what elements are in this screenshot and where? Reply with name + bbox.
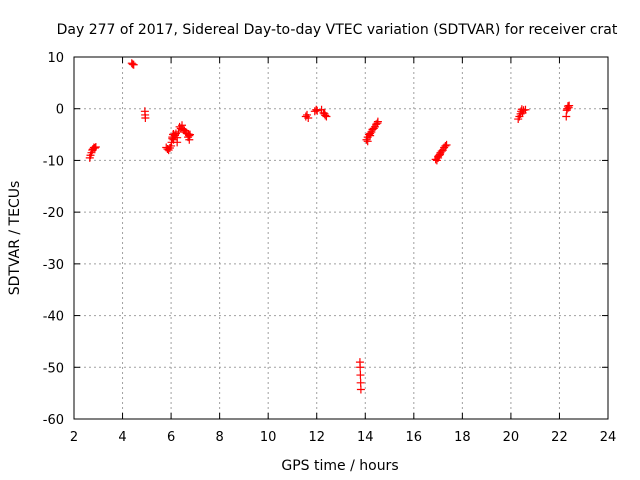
y-tick-label: -50 — [43, 361, 64, 376]
data-points — [85, 59, 574, 394]
data-point — [442, 140, 451, 149]
x-tick-label: 6 — [167, 430, 175, 445]
y-tick-label: 10 — [47, 51, 64, 66]
data-point — [356, 378, 365, 387]
data-point — [436, 150, 445, 159]
data-point — [313, 106, 322, 115]
data-point — [173, 138, 182, 147]
data-point — [366, 131, 375, 140]
x-tick-label: 10 — [260, 430, 277, 445]
y-tick-label: -30 — [43, 258, 64, 273]
y-axis-label: SDTVAR / TECUs — [7, 181, 23, 296]
chart-title: Day 277 of 2017, Sidereal Day-to-day VTE… — [57, 22, 618, 38]
x-tick-label: 24 — [600, 430, 617, 445]
x-tick-label: 2 — [70, 430, 78, 445]
data-point — [356, 385, 365, 394]
data-point — [129, 60, 138, 69]
x-tick-label: 4 — [118, 430, 126, 445]
x-axis-label: GPS time / hours — [281, 458, 398, 474]
data-point — [127, 59, 136, 68]
data-point — [363, 137, 372, 146]
data-point — [141, 114, 150, 123]
data-point — [91, 142, 100, 151]
y-tick-label: -20 — [43, 206, 64, 221]
data-point — [304, 114, 313, 123]
data-point — [356, 371, 365, 380]
x-tick-labels: 2 4 6 8 10 12 14 16 18 20 22 24 — [70, 430, 616, 445]
data-point — [321, 111, 330, 120]
x-tick-label: 8 — [215, 430, 223, 445]
data-point — [517, 105, 526, 114]
data-point — [169, 130, 178, 139]
data-point — [90, 144, 99, 153]
data-point — [178, 121, 187, 130]
data-point — [320, 109, 329, 118]
data-point — [373, 117, 382, 126]
x-tick-label: 14 — [357, 430, 374, 445]
grid — [74, 57, 608, 419]
data-point — [441, 141, 450, 150]
data-point — [565, 101, 574, 110]
data-point — [369, 124, 378, 133]
x-tick-label: 20 — [503, 430, 520, 445]
axis-ticks — [73, 56, 609, 420]
x-tick-label: 12 — [308, 430, 325, 445]
data-point — [185, 135, 194, 144]
y-tick-label: -40 — [43, 310, 64, 325]
y-tick-labels: 10 0 -10 -20 -30 -40 -50 -60 — [43, 51, 64, 428]
data-point — [168, 134, 177, 143]
data-point — [356, 363, 365, 372]
x-tick-label: 16 — [406, 430, 423, 445]
x-tick-label: 18 — [454, 430, 471, 445]
data-point — [186, 130, 195, 139]
x-tick-label: 22 — [551, 430, 568, 445]
plot-frame — [73, 56, 609, 420]
y-tick-label: -10 — [43, 154, 64, 169]
y-tick-label: -60 — [43, 413, 64, 428]
y-tick-label: 0 — [56, 103, 64, 118]
